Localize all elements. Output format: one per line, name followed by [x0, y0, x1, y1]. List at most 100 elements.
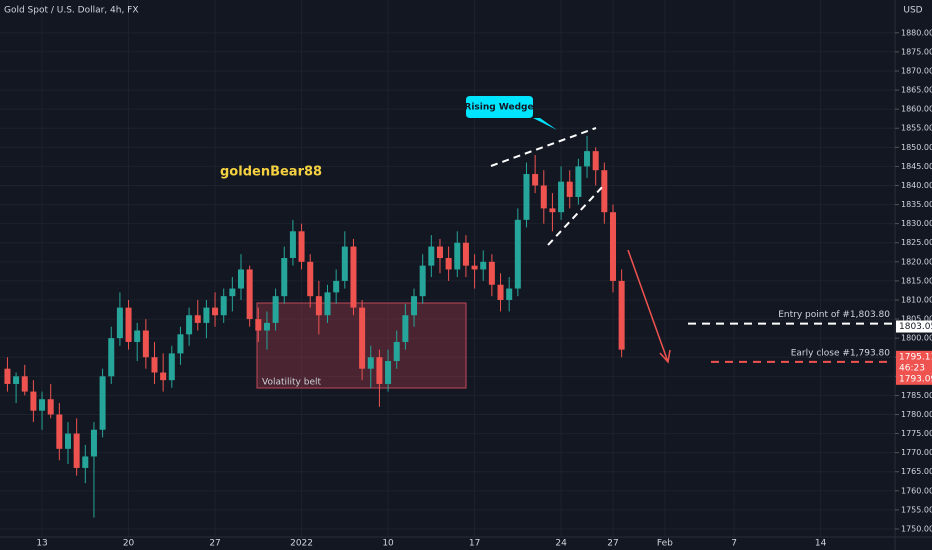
- candle-body: [134, 330, 141, 342]
- candle-body: [315, 296, 322, 316]
- x-tick-label: 17: [469, 539, 480, 549]
- x-tick-label: 24: [555, 539, 567, 549]
- zone-label: Volatility belt: [262, 378, 321, 388]
- candle-body: [367, 357, 374, 369]
- chart-title: Gold Spot / U.S. Dollar, 4h, FX: [4, 6, 139, 16]
- y-tick-label: 1845.00: [901, 162, 932, 171]
- candle-body: [212, 307, 219, 316]
- candle-body: [39, 399, 46, 411]
- candle-body: [56, 414, 63, 449]
- y-tick-label: 1825.00: [901, 238, 932, 247]
- candle-body: [246, 269, 253, 320]
- y-tick-label: 1860.00: [901, 105, 932, 114]
- y-tick-label: 1840.00: [901, 181, 932, 190]
- callout: [466, 96, 557, 130]
- candle-body: [229, 288, 236, 297]
- y-tick-label: 1870.00: [901, 66, 932, 75]
- candle-body: [558, 181, 565, 213]
- candle-body: [90, 429, 97, 457]
- candle-body: [609, 212, 616, 281]
- y-tick-label: 1810.00: [901, 295, 932, 304]
- candle-body: [575, 166, 582, 197]
- candle-body: [4, 368, 11, 384]
- y-tick-label: 1830.00: [901, 219, 932, 228]
- y-tick-label: 1750.00: [901, 524, 932, 533]
- y-tick-label: 1765.00: [901, 467, 932, 476]
- wedge-upper: [490, 127, 597, 167]
- x-tick-label: 7: [731, 539, 737, 549]
- candle-body: [385, 361, 392, 384]
- pattern-label: Rising Wedge: [464, 103, 533, 113]
- candle-body: [21, 376, 28, 392]
- candle-body: [116, 307, 123, 339]
- y-tick-label: 1855.00: [901, 124, 932, 133]
- candle-body: [125, 307, 132, 342]
- x-tick-label: 10: [382, 539, 394, 549]
- y-tick-label: 1880.00: [901, 28, 932, 37]
- candle-body: [203, 307, 210, 323]
- y-tick-label: 1820.00: [901, 257, 932, 266]
- y-tick-label: 1805.00: [901, 315, 932, 324]
- arrow-shaft: [627, 249, 669, 363]
- y-tick-label: 1755.00: [901, 505, 932, 514]
- y-tick-label: 1815.00: [901, 276, 932, 285]
- y-tick-label: 1775.00: [901, 429, 932, 438]
- x-tick-label: 13: [36, 539, 47, 549]
- level-label: Early close #1,793.80: [791, 348, 891, 358]
- candle-body: [584, 151, 591, 167]
- candle-body: [532, 174, 539, 186]
- candle-body: [514, 219, 521, 289]
- x-tick-label: Feb: [657, 539, 673, 549]
- candle-body: [445, 258, 452, 270]
- candle-body: [238, 269, 245, 289]
- candle-body: [272, 296, 279, 323]
- candle-body: [341, 246, 348, 281]
- countdown: 46:23: [899, 363, 925, 373]
- candle-body: [64, 433, 71, 449]
- candle-body: [177, 334, 184, 354]
- y-tick-label: 1760.00: [901, 486, 932, 495]
- candle-body: [350, 246, 357, 308]
- candle-body: [454, 242, 461, 270]
- overlay: 1750.00 1755.00 1760.00 1765.00 1770.00 1775.…: [36, 28, 932, 549]
- candle-body: [497, 284, 504, 300]
- candle-body: [411, 296, 418, 316]
- candle-body: [220, 296, 227, 316]
- candle-body: [333, 280, 340, 293]
- candle-body: [488, 261, 495, 285]
- candle-body: [471, 265, 478, 270]
- y-tick-label: 1850.00: [901, 143, 932, 152]
- x-tick-label: 27: [209, 539, 220, 549]
- candle-body: [402, 315, 409, 342]
- candle-body: [359, 307, 366, 369]
- x-tick-label: 14: [815, 539, 827, 549]
- candle-body: [82, 456, 89, 468]
- price-tag-label: 1793.09: [899, 374, 932, 384]
- candle-body: [601, 170, 608, 213]
- candle-body: [194, 315, 201, 323]
- candle-body: [30, 391, 37, 411]
- candle-body: [436, 246, 443, 259]
- candle-body: [307, 261, 314, 297]
- wedge-lower: [547, 183, 606, 246]
- candle-body: [186, 315, 193, 335]
- candle-body: [506, 288, 513, 300]
- candle-body: [281, 258, 288, 297]
- y-tick-label: 1875.00: [901, 47, 932, 56]
- price-tag: [896, 350, 932, 385]
- candle-body: [523, 174, 530, 220]
- author-label: goldenBear88: [220, 165, 322, 180]
- candle-body: [289, 231, 296, 259]
- candle-body: [108, 338, 115, 377]
- level-label: Entry point of #1,803.80: [778, 310, 890, 320]
- candle-body: [73, 433, 80, 468]
- price-tag: [896, 320, 932, 333]
- candle-body: [428, 246, 435, 266]
- candle-body: [376, 357, 383, 384]
- candle-body: [540, 185, 547, 209]
- candle-body: [255, 319, 262, 331]
- candle-body: [160, 372, 167, 381]
- grid: [0, 0, 895, 537]
